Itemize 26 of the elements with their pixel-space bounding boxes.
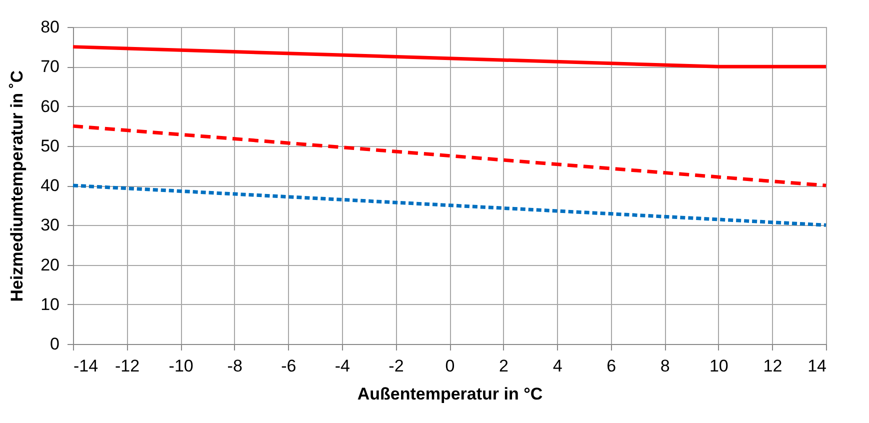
y-tick-label: 10: [40, 294, 60, 314]
y-tick-label: 0: [50, 334, 60, 354]
x-tick-label: 8: [660, 356, 670, 376]
y-axis-title: Heizmediumtemperatur in ˚C: [8, 70, 27, 302]
y-tick-label: 70: [40, 57, 60, 76]
y-tick-label: 60: [40, 96, 60, 116]
y-tick-label: 80: [40, 18, 60, 36]
x-tick-label: 10: [709, 356, 728, 376]
x-axis-title: Außentemperatur in °C: [357, 384, 543, 404]
x-tick-label: -8: [227, 356, 242, 376]
x-tick-label: 12: [763, 356, 782, 376]
x-tick-label: -12: [114, 356, 140, 376]
x-tick-label: -2: [388, 356, 404, 376]
x-tick-label: 6: [606, 356, 616, 376]
x-tick-label: -10: [168, 356, 194, 376]
x-tick-label: 14: [808, 356, 826, 376]
y-tick-label: 40: [40, 176, 60, 195]
y-tick-label: 30: [40, 216, 60, 235]
x-tick-label: 0: [445, 356, 455, 376]
y-tick-label: 50: [40, 136, 60, 156]
x-tick-label: -6: [281, 356, 296, 376]
x-tick-label: -14: [74, 356, 98, 376]
y-tick-label: 20: [40, 255, 60, 274]
x-tick-label: 2: [499, 356, 509, 376]
x-tick-label: 4: [552, 356, 562, 376]
x-tick-label: -4: [334, 356, 350, 376]
